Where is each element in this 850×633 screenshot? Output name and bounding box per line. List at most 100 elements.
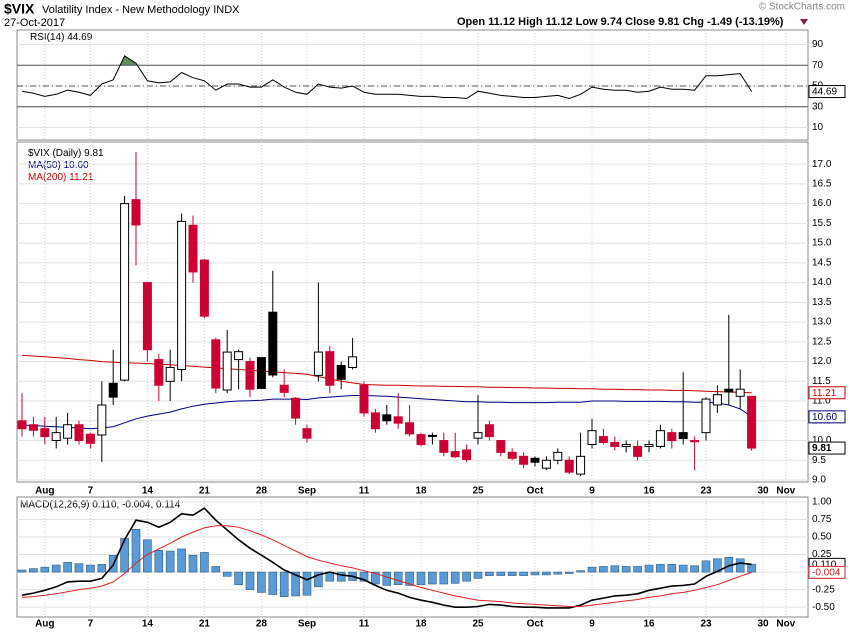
x-tick-label: 9 <box>589 486 595 497</box>
candle-body <box>211 339 221 389</box>
x-tick-label: 11 <box>359 619 370 630</box>
candle-body <box>655 430 665 447</box>
credit: © StockCharts.com <box>759 2 845 13</box>
legend-name: MA(50) <box>28 160 61 171</box>
candle-body <box>177 220 187 370</box>
candle-body <box>165 366 175 382</box>
y-tick-label: 90 <box>812 39 824 50</box>
histogram-bar <box>291 571 300 597</box>
value-box <box>808 85 846 99</box>
x-tick-label: Sep <box>298 619 316 630</box>
candle-body <box>416 434 426 445</box>
candle-body <box>484 424 494 438</box>
price-legend: $VIX (Daily) 9.81 <box>28 148 104 159</box>
y-tick-label: 9.5 <box>812 455 826 466</box>
histogram-bar <box>29 568 38 573</box>
histogram-bar <box>97 564 107 573</box>
candle-body <box>142 282 152 351</box>
candle-body <box>621 443 631 447</box>
histogram-bar <box>610 565 620 573</box>
y-tick-label: 0.25 <box>812 549 832 560</box>
y-tick-label: 0.50 <box>812 532 832 543</box>
candle-body <box>519 455 529 465</box>
candle-body <box>40 428 50 438</box>
value-box-label: 44.69 <box>812 87 837 98</box>
security-name: Volatility Index - New Methodology INDX <box>42 4 240 16</box>
histogram-bar <box>667 564 677 573</box>
value-box-label: 0.110 <box>812 560 837 571</box>
histogram-bar <box>120 538 129 573</box>
y-tick-label: 17.0 <box>812 159 832 170</box>
candle-body <box>154 359 164 386</box>
candle-body <box>131 199 141 226</box>
y-tick-label: -0.25 <box>812 584 835 595</box>
ma200-legend: MA(200) 11.21 <box>28 172 94 183</box>
candle-body <box>610 442 620 447</box>
candle-body <box>51 432 61 442</box>
histogram-bar <box>656 564 665 573</box>
candle-body <box>325 351 335 386</box>
histogram-bar <box>530 571 540 576</box>
y-tick-label: 13.0 <box>812 317 832 328</box>
value-box <box>808 410 846 424</box>
histogram-bar <box>200 552 209 573</box>
legend-value: 10.60 <box>64 160 89 171</box>
x-tick-label: 7 <box>88 486 94 497</box>
macd-line <box>21 525 752 607</box>
candle-body <box>188 224 198 273</box>
histogram-bar <box>74 563 84 573</box>
x-tick-label: 9 <box>589 619 595 630</box>
histogram-bar <box>86 564 95 573</box>
x-tick-label: 16 <box>643 619 655 630</box>
histogram-bar <box>587 566 597 573</box>
histogram-bar <box>268 571 278 595</box>
candle-body <box>302 428 312 439</box>
histogram-bar <box>439 571 449 585</box>
x-tick-label: Sep <box>298 486 316 497</box>
candle-body <box>370 412 380 430</box>
legend-name: MA(200) <box>28 172 66 183</box>
histogram-bar <box>473 571 483 579</box>
x-tick-label: Nov <box>776 619 795 630</box>
y-tick-label: 10.0 <box>812 435 832 446</box>
value-box <box>808 386 846 400</box>
macd-line <box>21 507 752 609</box>
candle-body <box>382 414 392 422</box>
candle-body <box>108 382 118 398</box>
candle-body <box>633 445 643 457</box>
histogram-bar <box>371 571 380 585</box>
candle-body <box>313 351 323 376</box>
y-tick-label: 13.5 <box>812 297 832 308</box>
histogram-bar <box>690 565 699 573</box>
histogram-bar <box>257 571 266 593</box>
quote: Open 11.12 High 11.12 Low 9.74 Close 9.8… <box>457 16 784 28</box>
histogram-bar <box>519 571 528 576</box>
candle-body <box>427 434 437 437</box>
moving-average <box>21 395 752 430</box>
histogram-bar <box>747 563 756 573</box>
histogram-bar <box>735 558 745 573</box>
value-box-label: 10.60 <box>812 412 837 423</box>
candle-body <box>439 440 449 453</box>
histogram-bar <box>416 571 426 586</box>
y-tick-label: 11.0 <box>812 396 831 407</box>
candle-body <box>701 398 711 434</box>
histogram-bar <box>542 571 551 576</box>
candle-body <box>336 365 346 380</box>
histogram-bar <box>678 564 688 573</box>
histogram-bar <box>393 571 403 586</box>
candle-body <box>598 436 608 444</box>
candle-body <box>63 424 73 439</box>
x-tick-label: 14 <box>142 486 154 497</box>
x-tick-label: Oct <box>527 486 544 497</box>
x-tick-label: 7 <box>88 619 94 630</box>
histogram-bar <box>621 566 631 573</box>
histogram-bar <box>507 571 517 576</box>
candle-body <box>564 459 574 473</box>
candle-body <box>541 459 551 469</box>
histogram-bar <box>154 550 164 573</box>
x-tick-label: 21 <box>199 619 211 630</box>
candle-body <box>553 451 563 461</box>
rsi-panel <box>16 29 809 141</box>
candle-body <box>644 443 654 447</box>
